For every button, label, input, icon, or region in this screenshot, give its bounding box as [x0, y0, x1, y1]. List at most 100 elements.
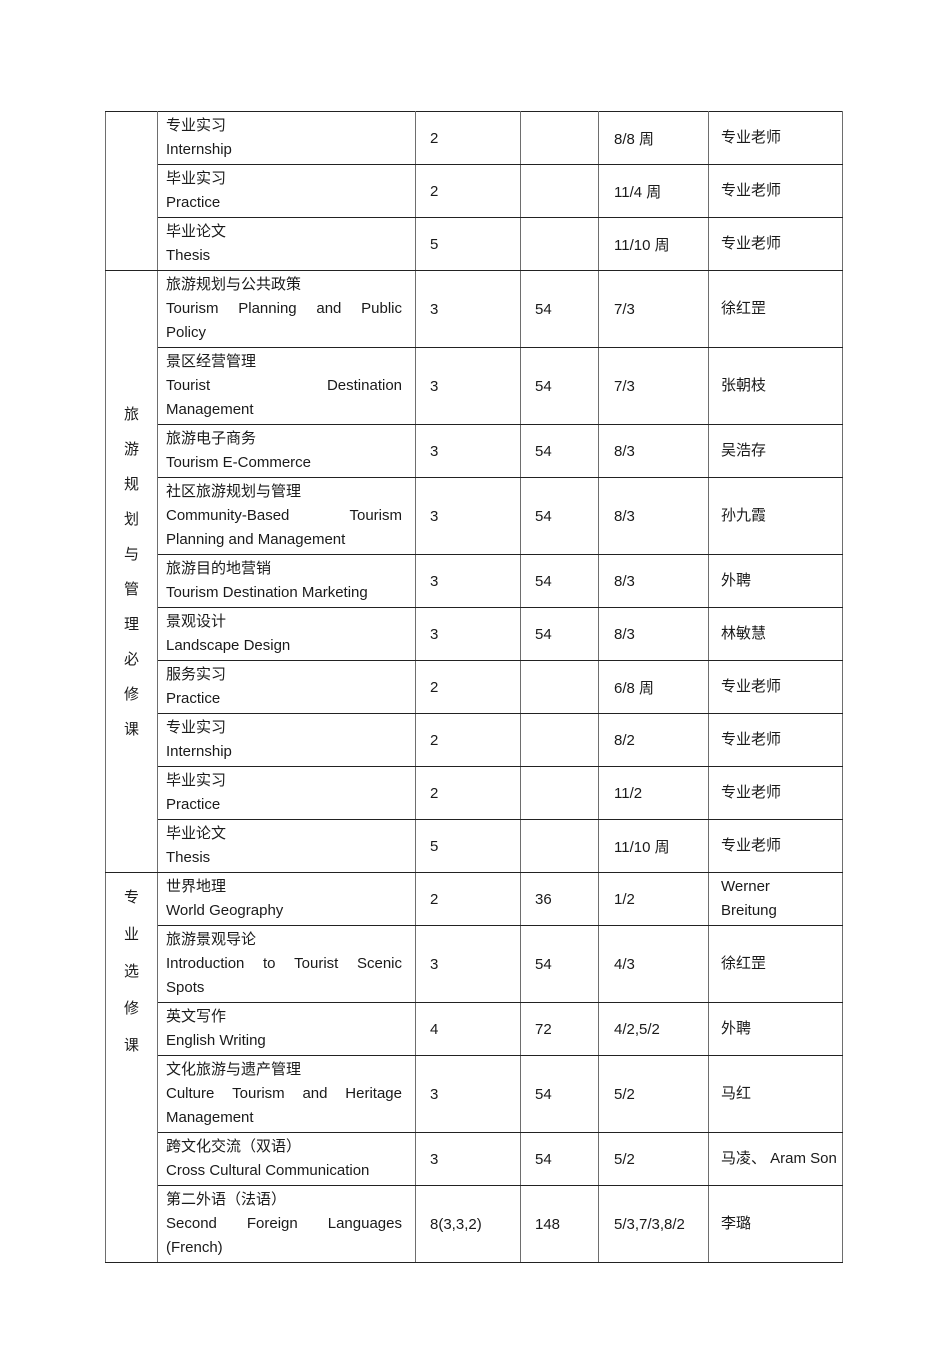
credits-cell: 3	[415, 424, 521, 478]
course-name-line: English Writing	[166, 1032, 266, 1049]
schedule-cell: 8/3	[598, 477, 709, 555]
hours-cell: 54	[520, 607, 599, 661]
section-category-char: 管	[123, 580, 139, 598]
course-name-line: 毕业实习	[166, 772, 227, 789]
course-row: 毕业实习 Practice 2 11/2 专业老师	[106, 766, 843, 820]
teacher-name-line: 张朝枝	[721, 377, 767, 394]
credits-cell: 3	[415, 347, 521, 425]
course-row: 毕业实习 Practice 2 11/4 周 专业老师	[106, 164, 843, 218]
course-name-cell: 英文写作 English Writing	[157, 1002, 416, 1056]
course-name-line: Culture Tourism and Heritage	[166, 1085, 402, 1102]
course-name-line: Tourism Destination Marketing	[166, 584, 368, 601]
schedule-cell: 11/2	[598, 766, 709, 820]
course-name-cell: 毕业实习 Practice	[157, 766, 416, 820]
course-row: 服务实习 Practice 2 6/8 周 专业老师	[106, 660, 843, 714]
teacher-cell: 林敏慧	[708, 607, 843, 661]
course-name-line: Practice	[166, 796, 221, 813]
teacher-name-line: 专业老师	[721, 182, 782, 199]
course-name-cell: 世界地理 World Geography	[157, 872, 416, 926]
schedule-cell: 6/8 周	[598, 660, 709, 714]
teacher-name-line: 专业老师	[721, 784, 782, 801]
teacher-cell: 徐红罡	[708, 925, 843, 1003]
schedule-cell: 1/2	[598, 872, 709, 926]
section-category-cell	[105, 111, 158, 271]
course-row: 社区旅游规划与管理 Community-Based Tourism Planning …	[106, 477, 843, 555]
hours-cell: 54	[520, 270, 599, 348]
schedule-cell: 8/3	[598, 554, 709, 608]
teacher-cell: 孙九霞	[708, 477, 843, 555]
course-name-cell: 景区经营管理 Tourist Destination Management	[157, 347, 416, 425]
hours-cell	[520, 164, 599, 218]
course-name-line: Cross Cultural Communication	[166, 1162, 370, 1179]
teacher-cell: 专业老师	[708, 766, 843, 820]
course-name-line: 毕业论文	[166, 825, 227, 842]
schedule-cell: 11/4 周	[598, 164, 709, 218]
credits-cell: 3	[415, 925, 521, 1003]
course-row: 专业实习 Internship 2 8/2 专业老师	[106, 713, 843, 767]
schedule-cell: 7/3	[598, 347, 709, 425]
course-name-line: Internship	[166, 141, 232, 158]
course-row: 景观设计 Landscape Design 3 54 8/3 林敏慧	[106, 607, 843, 661]
credits-cell: 4	[415, 1002, 521, 1056]
schedule-cell: 7/3	[598, 270, 709, 348]
teacher-cell: 专业老师	[708, 164, 843, 218]
course-row: 旅游目的地营销 Tourism Destination Marketing 3 5…	[106, 554, 843, 608]
teacher-cell: 马凌、 Aram Son	[708, 1132, 843, 1186]
teacher-cell: 张朝枝	[708, 347, 843, 425]
teacher-cell: 李璐	[708, 1185, 843, 1263]
course-name-line: Practice	[166, 194, 221, 211]
section-category-char: 游	[123, 440, 139, 458]
schedule-cell: 8/3	[598, 424, 709, 478]
section-category-char: 课	[123, 1037, 139, 1054]
course-name-line: Spots	[166, 979, 205, 996]
course-name-line: 旅游景观导论	[166, 931, 257, 948]
course-row: 毕业论文 Thesis 5 11/10 周 专业老师	[106, 217, 843, 271]
course-name-line: Planning and Management	[166, 531, 346, 548]
section-category-char: 课	[123, 720, 139, 738]
hours-cell: 54	[520, 1055, 599, 1133]
section-category-char: 理	[123, 615, 139, 633]
credits-cell: 3	[415, 477, 521, 555]
course-row: 专业选修课世界地理 World Geography 2 36 1/2 Werner…	[105, 872, 843, 1263]
teacher-cell: 徐红罡	[708, 270, 843, 348]
schedule-cell: 8/2	[598, 713, 709, 767]
hours-cell: 36	[520, 872, 599, 926]
course-name-cell: 景观设计 Landscape Design	[157, 607, 416, 661]
hours-cell: 54	[520, 347, 599, 425]
credits-cell: 5	[415, 819, 521, 873]
curriculum-table-body: 专业实习 Internship 2 8/8 周 专业老师 毕业实习 Practice…	[105, 111, 843, 1263]
credits-cell: 3	[415, 607, 521, 661]
teacher-name-line: 孙九霞	[721, 507, 767, 524]
course-name-line: 专业实习	[166, 117, 227, 134]
course-name-cell: 文化旅游与遗产管理 Culture Tourism and Heritage Manage…	[157, 1055, 416, 1133]
hours-cell	[520, 111, 599, 165]
credits-cell: 3	[415, 1132, 521, 1186]
teacher-cell: 吴浩存	[708, 424, 843, 478]
credits-cell: 8(3,3,2)	[415, 1185, 521, 1263]
course-row: 旅游规划与管理必修课旅游规划与公共政策 Tourism Planning and Pub…	[105, 270, 843, 873]
course-name-cell: 服务实习 Practice	[157, 660, 416, 714]
section-category-char: 划	[123, 510, 139, 528]
hours-cell: 72	[520, 1002, 599, 1056]
credits-cell: 3	[415, 270, 521, 348]
teacher-name-line: 专业老师	[721, 837, 782, 854]
teacher-cell: 专业老师	[708, 713, 843, 767]
section-category-char: 必	[123, 650, 139, 668]
schedule-cell: 11/10 周	[598, 819, 709, 873]
section-category-char: 选	[123, 963, 139, 980]
schedule-cell: 5/3,7/3,8/2	[598, 1185, 709, 1263]
section-category-char: 与	[123, 545, 139, 563]
course-name-cell: 专业实习 Internship	[157, 713, 416, 767]
teacher-name-line: 专业老师	[721, 731, 782, 748]
credits-cell: 3	[415, 554, 521, 608]
course-name-line: 毕业实习	[166, 170, 227, 187]
course-name-cell: 旅游电子商务 Tourism E-Commerce	[157, 424, 416, 478]
course-name-line: Second Foreign Languages	[166, 1215, 402, 1232]
schedule-cell: 4/2,5/2	[598, 1002, 709, 1056]
teacher-cell: 外聘	[708, 554, 843, 608]
teacher-name-line: 专业老师	[721, 129, 782, 146]
course-name-line: Policy	[166, 324, 207, 341]
course-name-cell: 社区旅游规划与管理 Community-Based Tourism Planning …	[157, 477, 416, 555]
teacher-cell: Werner Breitung	[708, 872, 843, 926]
